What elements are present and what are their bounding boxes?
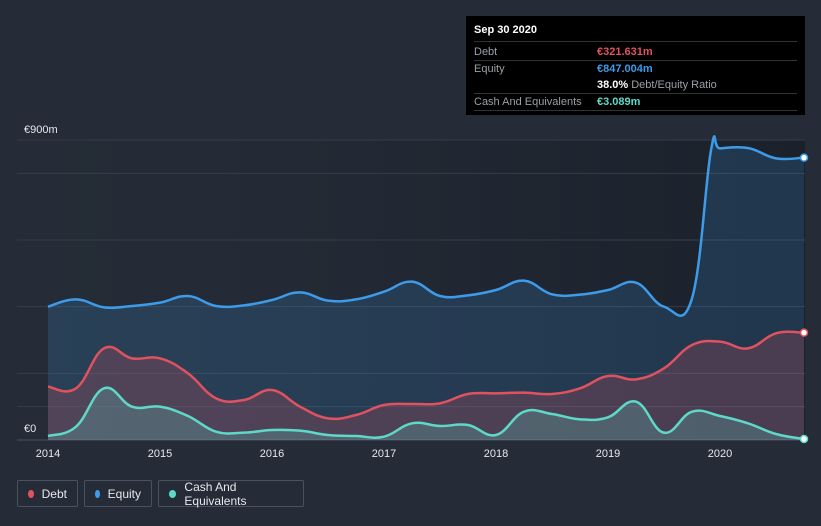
cash-and-equivalents-area xyxy=(48,387,804,440)
legend-equity[interactable]: Equity xyxy=(84,480,152,507)
legend-cash[interactable]: Cash And Equivalents xyxy=(158,479,304,508)
x-tick-label: 2014 xyxy=(36,448,60,460)
tooltip-equity-value: €847.004m xyxy=(597,63,653,75)
tooltip-debt-label: Debt xyxy=(474,46,498,58)
cash-and-equivalents-line xyxy=(47,386,805,441)
series-equity xyxy=(47,135,809,440)
data-tooltip: Sep 30 2020 Debt €321.631m Equity €847.0… xyxy=(466,16,805,115)
tooltip-equity-label: Equity xyxy=(474,63,505,75)
legend-debt-label: Debt xyxy=(41,486,67,501)
debt-line xyxy=(47,330,805,421)
y-axis-max-label: €900m xyxy=(24,124,58,136)
cash-legend-dot-icon xyxy=(169,489,177,498)
x-tick-label: 2015 xyxy=(148,448,172,460)
x-tick-label: 2020 xyxy=(708,448,732,460)
tooltip-cash-value: €3.089m xyxy=(597,96,641,108)
tooltip-ratio-row: 38.0% Debt/Equity Ratio xyxy=(474,77,797,94)
x-tick-label: 2017 xyxy=(372,448,396,460)
series-cash-and-equivalents xyxy=(47,386,809,444)
series-layer xyxy=(47,135,809,444)
tooltip-debt-row: Debt €321.631m xyxy=(474,44,797,61)
cash-and-equivalents-end-point xyxy=(799,434,809,444)
equity-end-point xyxy=(799,153,809,162)
equity-legend-dot-icon xyxy=(95,489,100,498)
debt-end-point xyxy=(799,328,809,337)
y-axis-zero-label: €0 xyxy=(24,423,37,435)
legend-cash-label: Cash And Equivalents xyxy=(184,479,247,508)
x-tick-label: 2019 xyxy=(596,448,620,460)
tooltip-ratio-label: Debt/Equity Ratio xyxy=(631,79,717,91)
x-tick-label: 2016 xyxy=(260,448,284,460)
tooltip-debt-value: €321.631m xyxy=(597,46,653,58)
equity-line xyxy=(47,135,805,317)
x-axis-ticks: 2014 2015 2016 2017 2018 2019 2020 xyxy=(36,448,732,460)
debt-legend-dot-icon xyxy=(28,489,34,498)
tooltip-date: Sep 30 2020 xyxy=(474,24,797,42)
tooltip-equity-row: Equity €847.004m xyxy=(474,61,797,77)
tooltip-ratio-value: 38.0% xyxy=(597,79,629,91)
tooltip-cash-row: Cash And Equivalents €3.089m xyxy=(474,94,797,111)
tooltip-cash-label: Cash And Equivalents xyxy=(474,96,582,108)
plot-background xyxy=(17,140,805,440)
legend-equity-label: Equity xyxy=(107,486,141,501)
x-tick-label: 2018 xyxy=(484,448,508,460)
legend-debt[interactable]: Debt xyxy=(17,480,78,507)
plot-area xyxy=(17,140,805,440)
